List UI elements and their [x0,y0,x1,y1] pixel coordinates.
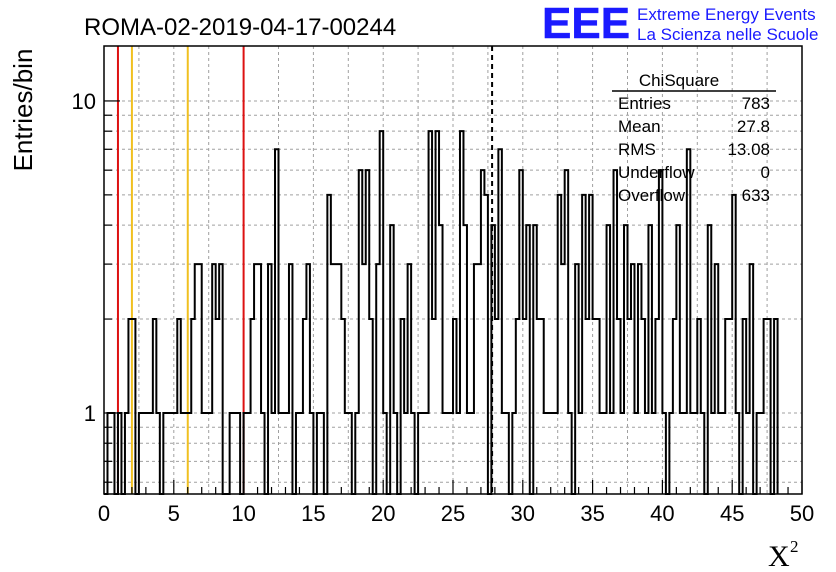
stats-label: RMS [618,140,656,159]
x-tick-label: 5 [168,501,180,526]
x-tick-label: 35 [580,501,604,526]
stats-label: Underflow [618,163,695,182]
x-tick-label: 0 [98,501,110,526]
y-tick-label: 1 [84,401,96,426]
x-tick-label: 30 [511,501,535,526]
grid [104,46,802,494]
stats-value: 783 [742,94,770,113]
eee-logo: EEE Extreme Energy Events La Scienza nel… [542,0,819,48]
stats-label: Entries [618,94,671,113]
axes: 0 5 10 15 20 25 30 35 40 45 50 1 10 [72,45,814,526]
y-tick-label: 10 [72,89,96,114]
x-axis-label: X [768,540,790,572]
eee-logo-letters: EEE [542,0,630,48]
x-tick-label: 10 [231,501,255,526]
stats-label: Overflow [618,186,686,205]
stats-title: ChiSquare [639,71,719,90]
stats-value: 13.08 [727,140,770,159]
logo-line-1: Extreme Energy Events [637,5,816,24]
stats-value: 27.8 [737,117,770,136]
chart-title: ROMA-02-2019-04-17-00244 [84,14,396,41]
stats-rows: Entries 783 Mean 27.8 RMS 13.08 Underflow 0 Over… [618,94,770,205]
x-tick-label: 45 [720,501,744,526]
stats-box: ChiSquare Entries 783 Mean 27.8 RMS 13.08 Unde… [612,71,776,205]
x-tick-label: 50 [790,501,814,526]
y-axis-label: Entries/bin [8,49,38,172]
x-tick-label: 25 [441,501,465,526]
logo-line-2: La Scienza nelle Scuole [637,25,818,44]
x-axis-label-superscript: 2 [790,537,799,556]
stats-label: Mean [618,117,661,136]
x-tick-label: 20 [371,501,395,526]
stats-value: 633 [742,186,770,205]
stats-value: 0 [761,163,770,182]
x-tick-label: 15 [301,501,325,526]
x-tick-label: 40 [650,501,674,526]
